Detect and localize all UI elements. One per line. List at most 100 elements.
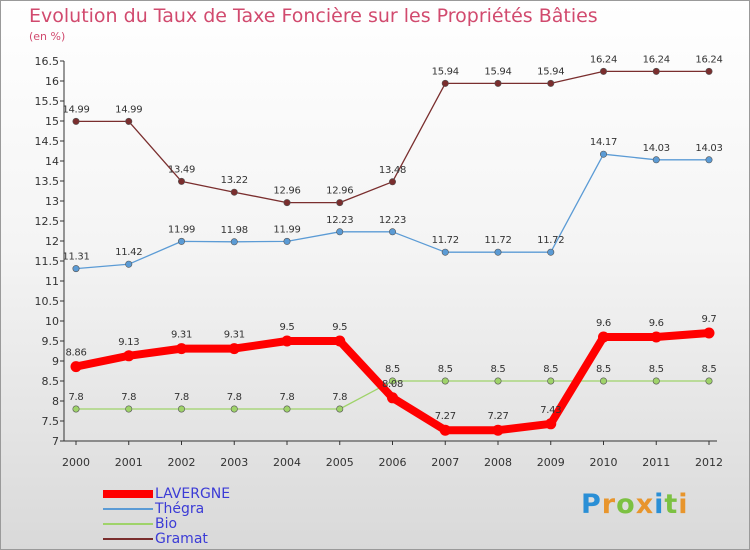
data-point — [123, 350, 135, 362]
x-tick-label: 2005 — [326, 456, 354, 469]
data-label: 16.24 — [590, 54, 617, 65]
data-label: 7.27 — [435, 411, 456, 422]
y-tick-label: 14.5 — [35, 135, 60, 148]
data-label: 9.6 — [596, 318, 611, 329]
data-label: 12.23 — [379, 215, 406, 226]
x-tick-label: 2002 — [168, 456, 196, 469]
data-label: 8.5 — [649, 364, 664, 375]
data-point — [494, 377, 502, 385]
data-label: 16.24 — [695, 54, 722, 65]
data-label: 14.99 — [62, 104, 89, 115]
y-tick-label: 11.5 — [35, 255, 60, 268]
y-tick-label: 10.5 — [35, 295, 60, 308]
y-tick-label: 16.5 — [35, 55, 60, 68]
logo-letter: o — [616, 489, 636, 520]
legend-label: Thégra — [155, 501, 205, 517]
data-point — [650, 331, 662, 343]
legend-swatch — [103, 538, 153, 540]
data-point — [705, 377, 713, 385]
data-point — [441, 79, 449, 87]
unit-label: (en %) — [29, 30, 66, 43]
data-point — [336, 199, 344, 207]
data-label: 15.94 — [537, 66, 564, 77]
y-tick-label: 16 — [45, 75, 59, 88]
data-label: 7.8 — [227, 392, 242, 403]
data-point — [176, 343, 187, 355]
legend-swatch — [103, 508, 153, 510]
data-point — [494, 79, 502, 87]
y-tick-label: 9.5 — [42, 335, 60, 348]
data-point — [125, 405, 133, 413]
data-point — [599, 377, 607, 385]
data-label: 8.5 — [490, 364, 505, 375]
data-label: 11.42 — [115, 247, 142, 258]
data-point — [652, 67, 660, 75]
logo-letter: P — [581, 489, 602, 520]
data-label: 7.8 — [121, 392, 136, 403]
data-label: 9.13 — [118, 337, 139, 348]
data-label: 9.5 — [332, 322, 347, 333]
x-tick-label: 2010 — [590, 456, 618, 469]
data-point — [283, 237, 291, 245]
data-label: 14.03 — [695, 143, 722, 154]
data-point — [334, 335, 346, 347]
logo-letter: x — [635, 489, 655, 520]
data-point — [494, 248, 502, 256]
data-point — [599, 67, 607, 75]
data-point — [72, 117, 80, 125]
x-tick-label: 2000 — [62, 456, 90, 469]
data-point — [230, 405, 238, 413]
y-tick-label: 12.5 — [35, 215, 60, 228]
data-point — [703, 327, 715, 339]
data-label: 12.23 — [326, 215, 353, 226]
data-point — [283, 405, 291, 413]
data-point — [125, 117, 133, 125]
data-point — [72, 265, 80, 273]
data-label: 14.99 — [115, 104, 142, 115]
y-tick-label: 10 — [45, 315, 59, 328]
legend-swatch — [103, 523, 153, 525]
data-point — [545, 418, 557, 430]
data-point — [283, 199, 291, 207]
series-group — [70, 67, 715, 436]
data-point — [705, 156, 713, 164]
x-tick-label: 2004 — [273, 456, 301, 469]
y-tick-label: 8 — [52, 395, 59, 408]
data-label: 12.96 — [326, 186, 353, 197]
data-label: 13.49 — [168, 164, 195, 175]
data-point — [281, 335, 293, 347]
data-point — [387, 392, 398, 404]
data-point — [178, 405, 186, 413]
data-label: 11.31 — [62, 252, 89, 263]
data-label: 14.17 — [590, 137, 617, 148]
y-tick-label: 13.5 — [35, 175, 60, 188]
data-point — [388, 178, 396, 186]
y-tick-label: 7 — [52, 435, 59, 448]
data-point — [388, 228, 396, 236]
legend-label: LAVERGNE — [155, 486, 231, 502]
data-point — [599, 150, 607, 158]
data-label: 9.31 — [224, 330, 245, 341]
data-point — [336, 228, 344, 236]
chart-title: Evolution du Taux de Taxe Foncière sur l… — [29, 5, 598, 27]
data-label: 8.5 — [385, 364, 400, 375]
x-tick-label: 2012 — [695, 456, 723, 469]
x-tick-label: 2006 — [379, 456, 407, 469]
data-label: 13.48 — [379, 165, 406, 176]
data-point — [547, 248, 555, 256]
x-tick-label: 2007 — [431, 456, 459, 469]
data-point — [228, 343, 240, 355]
x-tick-label: 2003 — [220, 456, 248, 469]
y-tick-label: 8.5 — [42, 375, 60, 388]
legend-swatch — [103, 490, 153, 498]
data-label: 7.43 — [540, 405, 561, 416]
legend-label: Gramat — [155, 531, 208, 547]
data-label: 7.8 — [279, 392, 294, 403]
logo-letter: t — [664, 489, 679, 520]
data-label: 8.5 — [438, 364, 453, 375]
y-tick-label: 13 — [45, 195, 59, 208]
data-point — [547, 79, 555, 87]
data-label: 11.99 — [168, 224, 195, 235]
data-label: 11.98 — [221, 225, 248, 236]
data-label: 7.27 — [487, 411, 508, 422]
